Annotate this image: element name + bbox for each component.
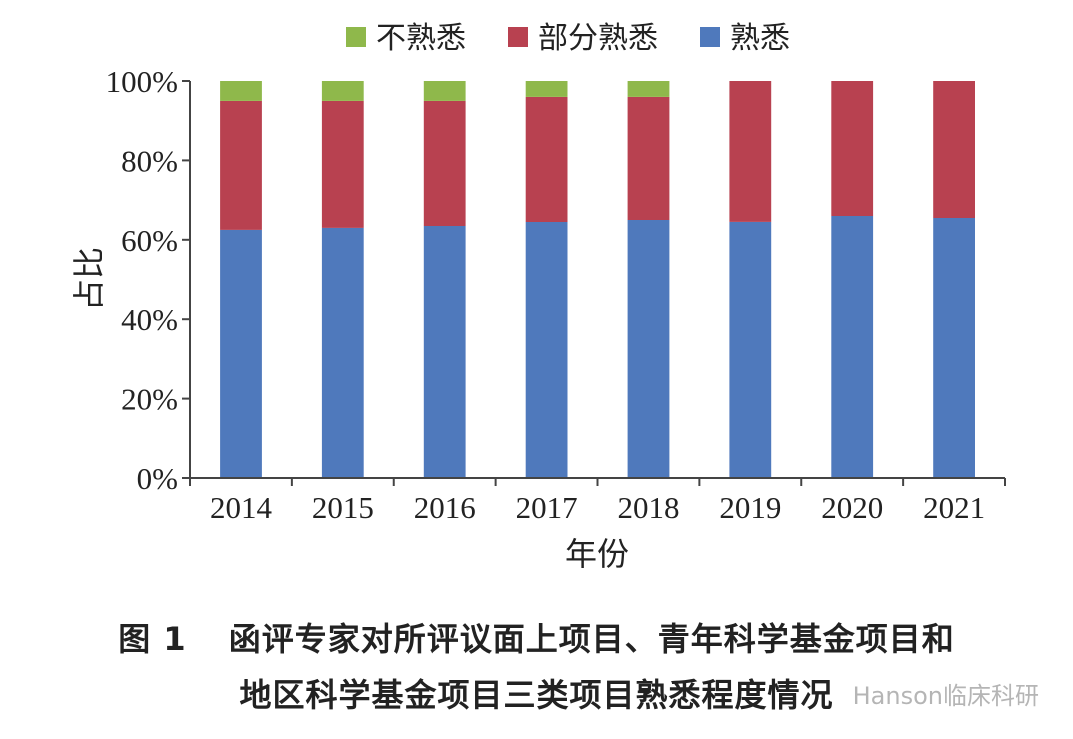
bar-segment-2014-s2 xyxy=(220,81,262,101)
x-axis-title: 年份 xyxy=(565,535,629,573)
bar-segment-2018-s0 xyxy=(627,219,670,478)
caption-text-1: 函评专家对所评议面上项目、青年科学基金项目和 xyxy=(228,620,955,658)
stacked-bar-chart: 不熟悉 部分熟悉 熟悉 0%20%40%60%80%100% 2014 2015 201… xyxy=(70,21,1006,573)
bar-segment-2018-s2 xyxy=(627,81,670,97)
legend-label-0: 不熟悉 xyxy=(376,21,466,56)
caption-text-2: 地区科学基金项目三类项目熟悉程度情况 xyxy=(239,676,834,714)
y-tick-label: 100% xyxy=(106,64,178,99)
bar-segment-2018-s1 xyxy=(627,96,670,220)
y-ticks: 0% 20% 40% 60% 80% 100% xyxy=(106,64,190,496)
bar-segment-2020-s0 xyxy=(831,216,874,478)
bar-segment-2014-s1 xyxy=(220,100,262,230)
bar-segment-2015-s1 xyxy=(321,100,364,228)
x-tick-label: 2014 xyxy=(210,490,273,525)
bar-segment-2017-s1 xyxy=(525,96,568,222)
y-tick-label: 80% xyxy=(121,143,178,178)
x-tick-label: 2018 xyxy=(617,490,679,525)
bars xyxy=(220,81,975,478)
watermark: Hanson临床科研 xyxy=(852,682,1039,710)
y-axis-title: 占比 xyxy=(70,247,108,311)
y-tick-label: 0% xyxy=(137,461,178,496)
bar-segment-2015-s0 xyxy=(321,227,364,478)
bar-segment-2016-s1 xyxy=(423,100,466,226)
axes xyxy=(189,81,1005,479)
bar-segment-2017-s0 xyxy=(525,221,568,478)
x-tick-label: 2015 xyxy=(312,490,374,525)
bar-segment-2019-s1 xyxy=(729,81,772,222)
y-tick-label: 40% xyxy=(121,302,178,337)
figure-caption-line-1: 图 1 函评专家对所评议面上项目、青年科学基金项目和 xyxy=(0,614,1073,660)
bar-segment-2020-s1 xyxy=(831,81,874,216)
bar-segment-2016-s0 xyxy=(423,225,466,478)
x-tick-label: 2021 xyxy=(923,490,985,525)
y-tick-label: 60% xyxy=(121,223,178,258)
bar-segment-2015-s2 xyxy=(321,81,364,101)
legend-swatch-1 xyxy=(508,27,528,47)
legend: 不熟悉 部分熟悉 熟悉 xyxy=(346,21,790,56)
legend-swatch-0 xyxy=(346,27,366,47)
bar-segment-2017-s2 xyxy=(525,81,568,97)
bar-segment-2014-s0 xyxy=(220,229,262,478)
x-tick-label: 2017 xyxy=(516,490,578,525)
legend-label-2: 熟悉 xyxy=(730,21,790,56)
bar-segment-2019-s0 xyxy=(729,221,772,478)
x-tick-label: 2016 xyxy=(414,490,476,525)
bar-segment-2016-s2 xyxy=(423,81,466,101)
bar-segment-2021-s0 xyxy=(933,218,975,478)
bar-segment-2021-s1 xyxy=(933,81,975,218)
figure-number: 图 1 xyxy=(118,620,187,658)
x-ticks: 2014 2015 2016 2017 2018 2019 2020 2021 xyxy=(189,478,1006,525)
figure-caption-line-2: 地区科学基金项目三类项目熟悉程度情况 xyxy=(0,670,1073,716)
legend-swatch-2 xyxy=(700,27,720,47)
y-tick-label: 20% xyxy=(121,382,178,417)
x-tick-label: 2020 xyxy=(821,490,883,525)
legend-label-1: 部分熟悉 xyxy=(538,21,658,56)
x-tick-label: 2019 xyxy=(719,490,781,525)
